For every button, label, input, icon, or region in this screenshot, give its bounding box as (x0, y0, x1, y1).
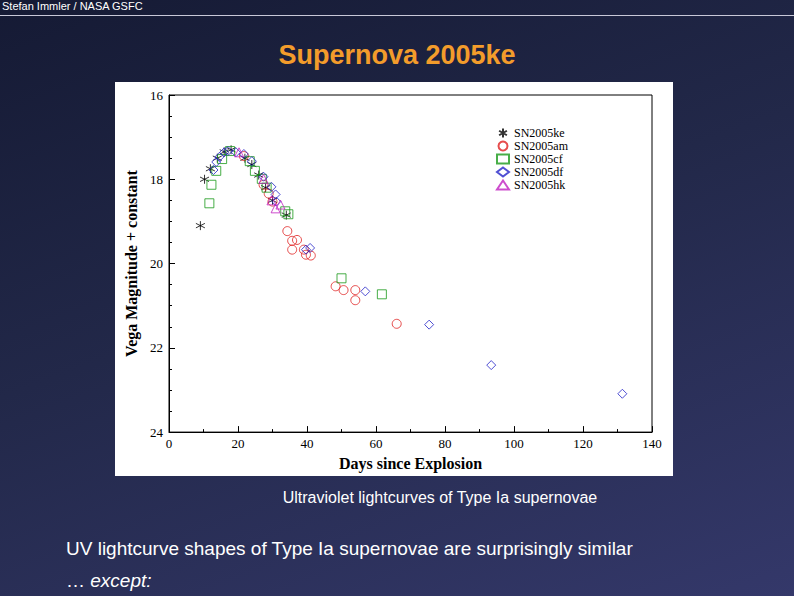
svg-text:120: 120 (573, 436, 593, 451)
svg-text:24: 24 (150, 425, 164, 440)
svg-text:SN2005ke: SN2005ke (514, 126, 565, 140)
svg-text:SN2005hk: SN2005hk (514, 178, 565, 192)
html-text:… except:: … except: (66, 570, 152, 591)
svg-text:40: 40 (301, 436, 314, 451)
svg-text:SN2005cf: SN2005cf (514, 152, 563, 166)
html-text:UV lightcurve shapes of Type I: UV lightcurve shapes of Type Ia supernov… (66, 538, 633, 559)
svg-text:60: 60 (370, 436, 383, 451)
svg-text:SN2005df: SN2005df (514, 165, 563, 179)
svg-text:18: 18 (150, 172, 163, 187)
svg-text:Vega Magnitude + constant: Vega Magnitude + constant (123, 170, 141, 357)
svg-text:20: 20 (150, 256, 163, 271)
svg-text:140: 140 (642, 436, 662, 451)
html-text:Stefan Immler / NASA GSFC: Stefan Immler / NASA GSFC (2, 0, 143, 12)
svg-text:80: 80 (439, 436, 452, 451)
svg-text:100: 100 (504, 436, 524, 451)
svg-text:20: 20 (232, 436, 245, 451)
html-text:Ultraviolet lightcurves of Typ: Ultraviolet lightcurves of Type Ia super… (282, 489, 598, 506)
svg-text:22: 22 (150, 340, 163, 355)
svg-text:0: 0 (166, 436, 173, 451)
svg-text:16: 16 (150, 88, 164, 103)
html-text:Supernova 2005ke: Supernova 2005ke (278, 40, 516, 70)
svg-text:Days since Explosion: Days since Explosion (339, 455, 482, 473)
svg-text:SN2005am: SN2005am (514, 139, 569, 153)
